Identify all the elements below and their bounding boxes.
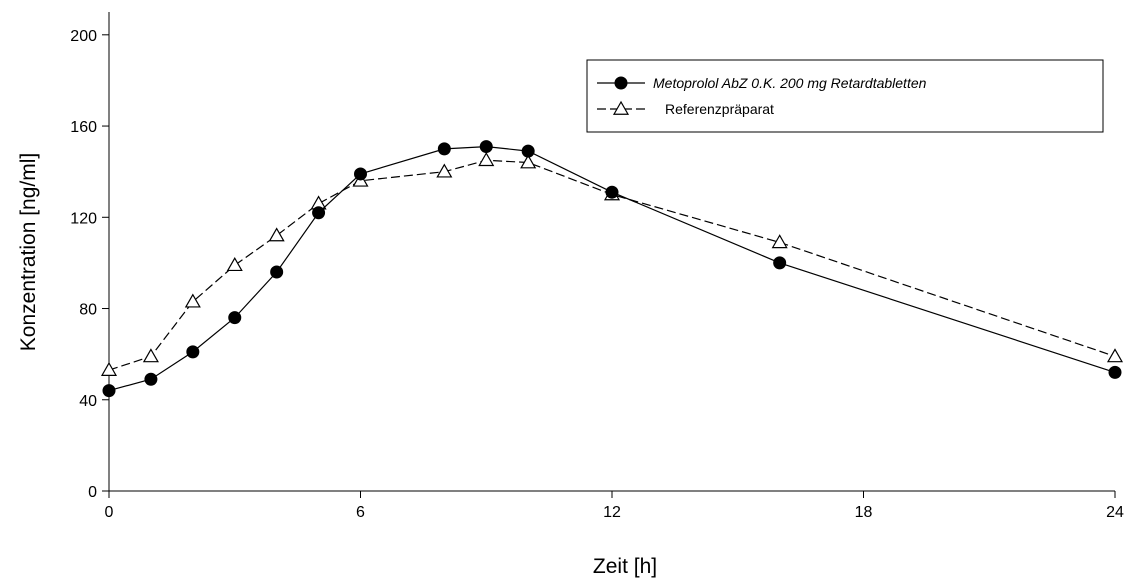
legend-entry: Metoprolol AbZ 0.K. 200 mg Retardtablett…: [597, 75, 927, 91]
data-point: [1106, 348, 1124, 363]
data-point: [520, 154, 537, 169]
data-point: [479, 140, 493, 154]
x-tick-label: 6: [356, 504, 365, 521]
data-point: [268, 227, 285, 242]
data-point: [773, 256, 787, 270]
data-point: [312, 206, 326, 220]
y-axis-title: Konzentration [ng/ml]: [17, 153, 40, 351]
data-point: [142, 348, 159, 363]
data-point: [144, 372, 158, 386]
series-group: [100, 140, 1124, 398]
legend-label: Metoprolol AbZ 0.K. 200 mg Retardtablett…: [653, 75, 927, 91]
data-point: [771, 234, 788, 249]
data-point: [184, 293, 201, 308]
data-point: [436, 163, 453, 178]
y-tick-label: 120: [70, 210, 97, 227]
legend-box: [586, 59, 1104, 133]
data-point: [605, 185, 619, 199]
data-point: [270, 265, 284, 279]
data-point: [521, 144, 535, 158]
x-tick-label: 18: [855, 504, 873, 521]
x-tick-label: 12: [603, 504, 621, 521]
legend-marker: [612, 100, 630, 115]
data-point: [228, 311, 242, 325]
x-tick-label: 0: [105, 504, 114, 521]
legend-marker: [614, 76, 628, 90]
data-point: [478, 152, 495, 167]
series-line: [108, 145, 1116, 392]
legend: Metoprolol AbZ 0.K. 200 mg Retardtablett…: [586, 59, 1104, 133]
legend-entry: Referenzpräparat: [597, 100, 774, 117]
legend-label: Referenzpräparat: [665, 101, 774, 117]
axis-ticks: 0 40 80 120 160 200 0 6 12 18 24: [70, 28, 1124, 521]
y-tick-label: 200: [70, 28, 97, 45]
data-point: [437, 142, 451, 156]
data-point: [100, 361, 118, 376]
data-point: [102, 384, 116, 398]
data-point: [1108, 365, 1122, 379]
data-point: [186, 345, 200, 359]
data-point: [354, 167, 367, 181]
y-tick-label: 80: [79, 302, 97, 319]
y-tick-label: 160: [70, 119, 97, 136]
y-tick-label: 0: [88, 484, 97, 501]
series-1: [102, 140, 1122, 398]
y-tick-label: 40: [79, 393, 97, 410]
data-point: [226, 256, 243, 272]
x-axis-title: Zeit [h]: [593, 555, 657, 578]
x-tick-label: 24: [1106, 504, 1124, 521]
